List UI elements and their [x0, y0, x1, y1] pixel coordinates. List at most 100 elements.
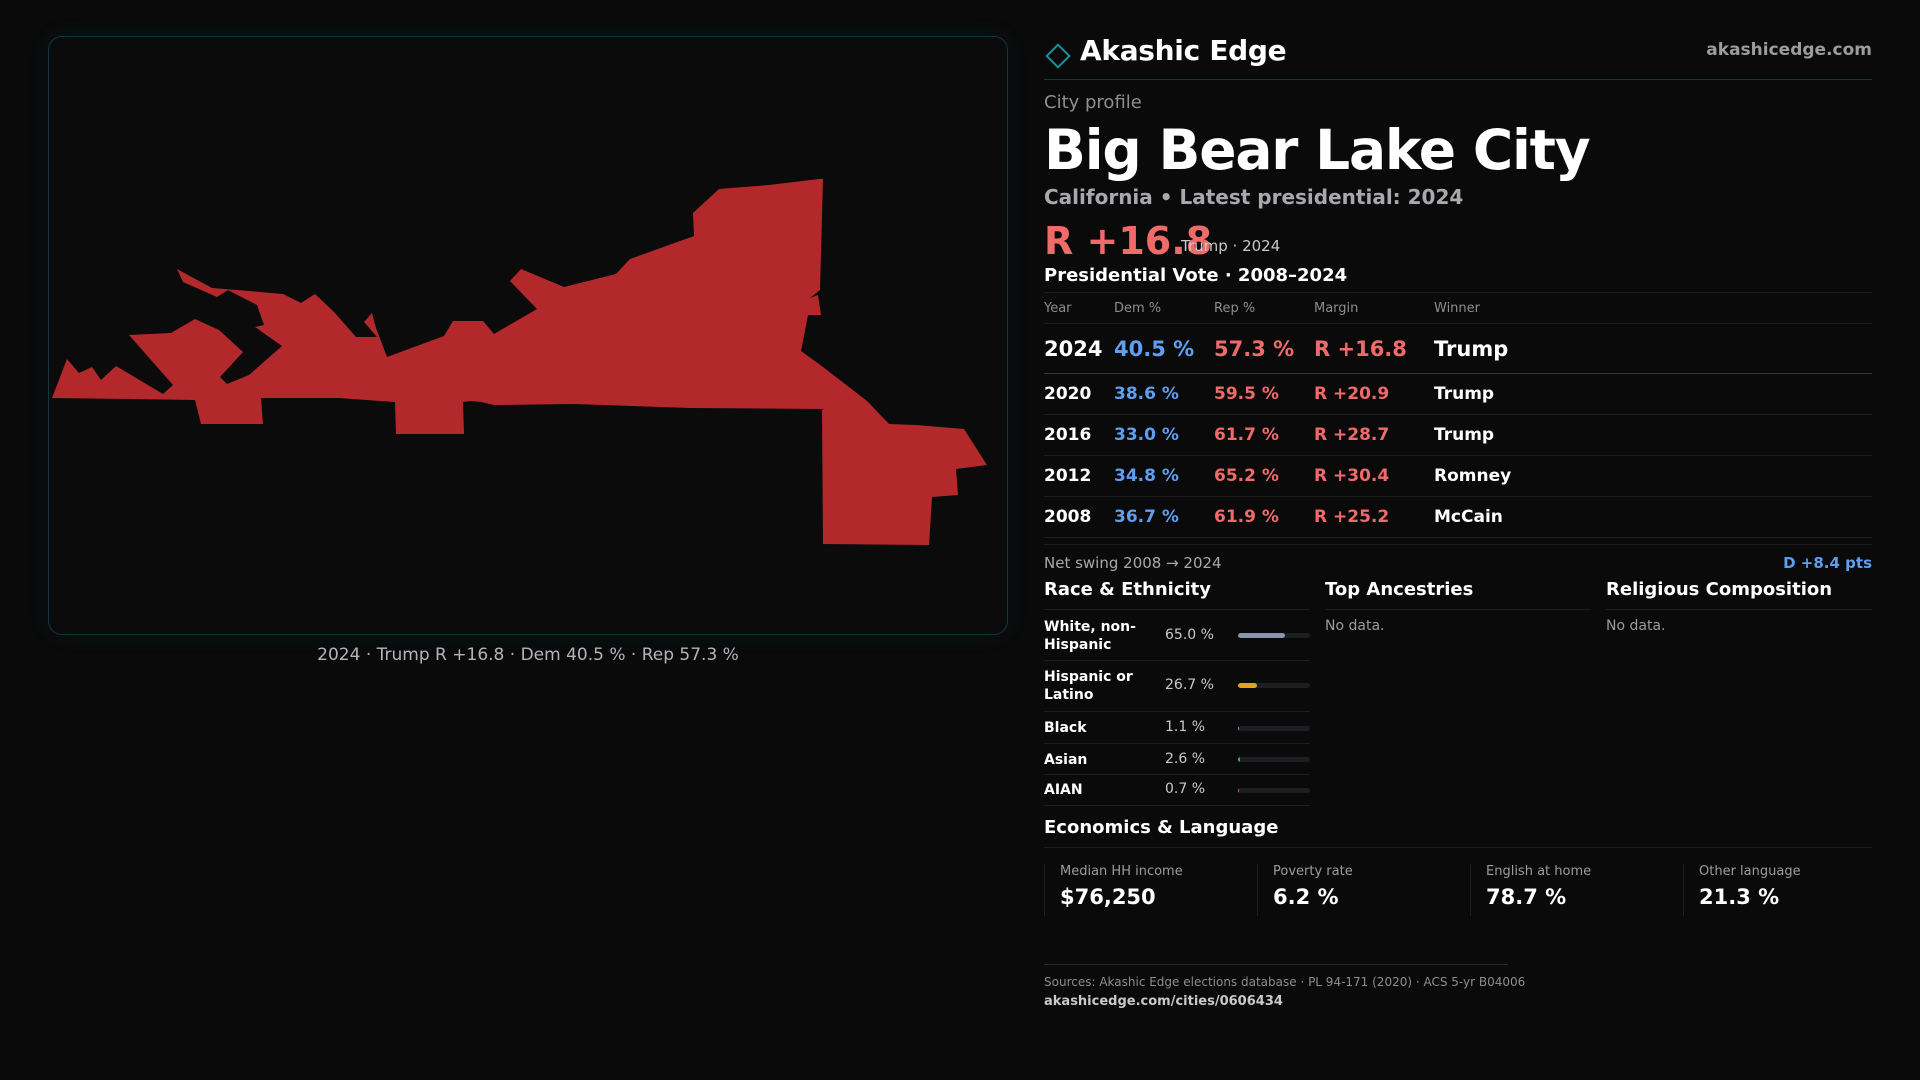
race-label: Asian	[1044, 752, 1088, 768]
column-header-margin: Margin	[1314, 292, 1434, 324]
presidential-vote-table: Year Dem % Rep % Margin Winner 2024 40.5…	[1044, 292, 1872, 538]
cell-winner: Trump	[1434, 323, 1872, 374]
cell-dem: 36.7 %	[1114, 496, 1214, 538]
stat-label: Other language	[1699, 864, 1801, 879]
race-bar-fill	[1238, 633, 1285, 638]
cell-year: 2020	[1044, 373, 1114, 415]
race-bar-track	[1238, 757, 1310, 762]
race-bar-track	[1238, 726, 1310, 731]
vote-section-title: Presidential Vote · 2008–2024	[1044, 265, 1348, 286]
cell-year: 2008	[1044, 496, 1114, 538]
race-value: 65.0 %	[1165, 627, 1214, 643]
race-row: White, non-Hispanic 65.0 %	[1044, 610, 1310, 661]
race-bar-fill	[1238, 788, 1240, 793]
table-row: 2016 33.0 % 61.7 % R +28.7 Trump	[1044, 414, 1872, 456]
race-value: 2.6 %	[1165, 751, 1206, 767]
religion-panel: Religious Composition No data.	[1606, 578, 1872, 634]
table-row: 2024 40.5 % 57.3 % R +16.8 Trump	[1044, 323, 1872, 374]
stat-value: 21.3 %	[1699, 885, 1780, 909]
race-label: Black	[1044, 720, 1087, 736]
cell-rep: 65.2 %	[1214, 455, 1314, 497]
economics-section-title: Economics & Language	[1044, 816, 1872, 848]
cell-rep: 59.5 %	[1214, 373, 1314, 415]
cell-rep: 61.7 %	[1214, 414, 1314, 456]
cell-year: 2016	[1044, 414, 1114, 456]
cell-margin: R +30.4	[1314, 455, 1434, 497]
table-header-row: Year Dem % Rep % Margin Winner	[1044, 292, 1872, 324]
ancestries-panel: Top Ancestries No data.	[1325, 578, 1591, 634]
column-header-dem: Dem %	[1114, 292, 1214, 324]
religion-empty-message: No data.	[1606, 618, 1666, 634]
headline-margin: R +16.8	[1044, 219, 1213, 263]
sources-footer: Sources: Akashic Edge elections database…	[1044, 964, 1525, 1009]
ancestries-section-title: Top Ancestries	[1325, 578, 1591, 610]
cell-winner: Romney	[1434, 455, 1872, 497]
footer-divider	[1044, 964, 1508, 965]
cell-margin: R +20.9	[1314, 373, 1434, 415]
race-row: Asian 2.6 %	[1044, 744, 1310, 775]
stat-value: 6.2 %	[1273, 885, 1339, 909]
headline-winner: Trump · 2024	[1181, 237, 1281, 255]
race-bar-track	[1238, 683, 1310, 688]
cell-rep: 57.3 %	[1214, 323, 1314, 374]
race-row: Hispanic or Latino 26.7 %	[1044, 661, 1310, 712]
race-row: AIAN 0.7 %	[1044, 775, 1310, 806]
cell-year: 2012	[1044, 455, 1114, 497]
cell-winner: Trump	[1434, 414, 1872, 456]
race-ethnicity-panel: Race & Ethnicity White, non-Hispanic 65.…	[1044, 578, 1310, 806]
page-eyebrow: City profile	[1044, 92, 1142, 113]
stat-value: $76,250	[1060, 885, 1156, 909]
race-bar-fill	[1238, 683, 1258, 688]
page-title: Big Bear Lake City	[1044, 118, 1591, 182]
cell-dem: 40.5 %	[1114, 323, 1214, 374]
cell-dem: 33.0 %	[1114, 414, 1214, 456]
cell-margin: R +25.2	[1314, 496, 1434, 538]
map-caption: 2024 · Trump R +16.8 · Dem 40.5 % · Rep …	[317, 645, 739, 665]
cell-dem: 38.6 %	[1114, 373, 1214, 415]
demographics-section: Race & Ethnicity White, non-Hispanic 65.…	[1044, 578, 1872, 816]
diamond-outline-icon	[1045, 43, 1071, 69]
ancestries-empty-message: No data.	[1325, 618, 1385, 634]
race-bar-fill	[1238, 757, 1240, 762]
cell-dem: 34.8 %	[1114, 455, 1214, 497]
stat-poverty-rate: Poverty rate 6.2 %	[1257, 864, 1457, 916]
stat-label: English at home	[1486, 864, 1592, 879]
table-row: 2008 36.7 % 61.9 % R +25.2 McCain	[1044, 496, 1872, 538]
map-canvas	[52, 179, 987, 545]
net-swing-value: D +8.4 pts	[1783, 554, 1872, 572]
site-link[interactable]: akashicedge.com	[1706, 40, 1872, 60]
city-profile-panel: Akashic Edge akashicedge.com City profil…	[1044, 30, 1872, 934]
city-permalink[interactable]: akashicedge.com/cities/0606434	[1044, 994, 1283, 1009]
page-subtitle: California • Latest presidential: 2024	[1044, 185, 1464, 209]
race-value: 26.7 %	[1165, 677, 1214, 693]
race-label: Hispanic or Latino	[1044, 669, 1133, 703]
cell-margin: R +16.8	[1314, 323, 1434, 374]
net-swing-row: Net swing 2008 → 2024 D +8.4 pts	[1044, 544, 1872, 578]
race-label: AIAN	[1044, 782, 1083, 798]
race-row: Black 1.1 %	[1044, 712, 1310, 744]
economics-grid: Median HH income $76,250 Poverty rate 6.…	[1044, 848, 1872, 934]
cell-winner: McCain	[1434, 496, 1872, 538]
race-value: 0.7 %	[1165, 781, 1206, 797]
brand-name[interactable]: Akashic Edge	[1080, 34, 1287, 67]
city-boundary-map[interactable]	[48, 36, 1008, 635]
religion-section-title: Religious Composition	[1606, 578, 1872, 610]
table-row: 2012 34.8 % 65.2 % R +30.4 Romney	[1044, 455, 1872, 497]
headline-result: R +16.8 Trump · 2024	[1044, 219, 1872, 263]
stat-value: 78.7 %	[1486, 885, 1567, 909]
race-bar-track	[1238, 633, 1310, 638]
race-bar-fill	[1238, 726, 1240, 731]
stat-english-at-home: English at home 78.7 %	[1470, 864, 1670, 916]
sources-text: Sources: Akashic Edge elections database…	[1044, 975, 1526, 989]
stat-label: Poverty rate	[1273, 864, 1353, 879]
column-header-winner: Winner	[1434, 292, 1872, 324]
stat-label: Median HH income	[1060, 864, 1183, 879]
top-bar: Akashic Edge akashicedge.com	[1044, 30, 1872, 80]
column-header-year: Year	[1044, 292, 1114, 324]
column-header-rep: Rep %	[1214, 292, 1314, 324]
race-bar-track	[1238, 788, 1310, 793]
cell-margin: R +28.7	[1314, 414, 1434, 456]
net-swing-label: Net swing 2008 → 2024	[1044, 554, 1222, 572]
cell-rep: 61.9 %	[1214, 496, 1314, 538]
race-section-title: Race & Ethnicity	[1044, 578, 1310, 610]
